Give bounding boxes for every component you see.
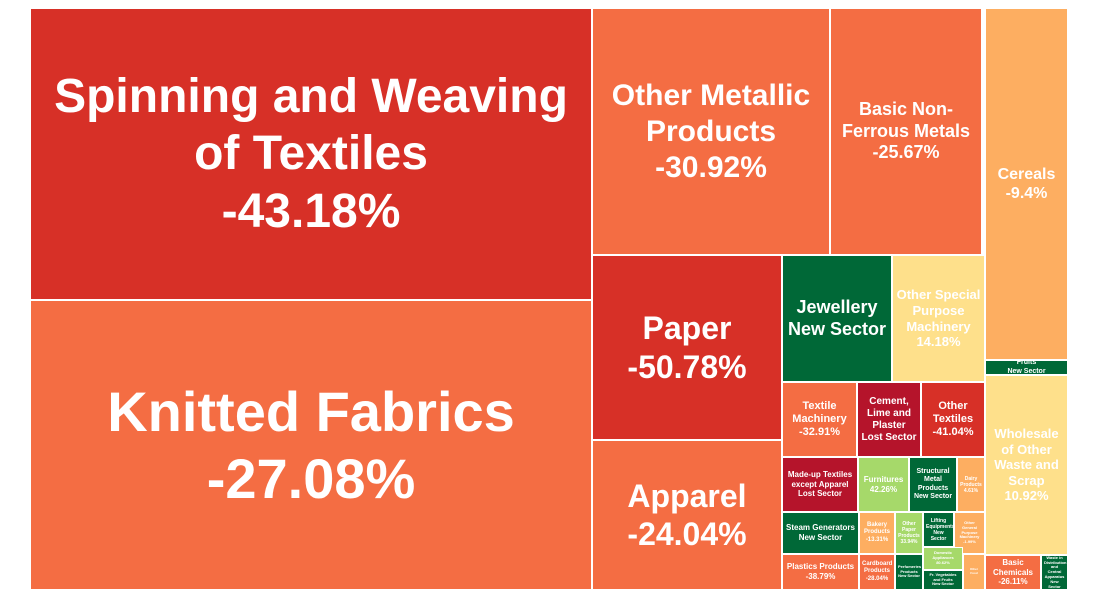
tile-label: Dairy Products [960, 475, 982, 488]
tile-value: 42.26% [869, 484, 898, 494]
tile-value: -28.04% [865, 575, 889, 582]
tile-label: Other General Purpose Machinery [959, 520, 980, 540]
treemap-tile-made-up-textiles-except-apparel[interactable]: Made-up Textiles except Apparel Lost Sect… [782, 457, 858, 512]
tile-label: Made-up Textiles except Apparel [787, 470, 853, 489]
tile-value: New Sector [1048, 578, 1061, 589]
tile-value: New Sector [1007, 367, 1046, 375]
tile-value: -50.78% [627, 348, 747, 385]
tile-label: Cardboard Products [862, 561, 893, 575]
tile-label: Plastics Products [786, 562, 855, 572]
tile-label: Other Paper Products [898, 521, 920, 539]
treemap-tile-steam-generators[interactable]: Steam Generators New Sector [782, 512, 859, 554]
tile-label: Knitted Fabrics [107, 379, 515, 443]
treemap-tile-basic-chemicals[interactable]: Basic Chemicals -26.11% [985, 555, 1041, 590]
treemap-tile-cement-lime-and-plaster[interactable]: Cement, Lime and Plaster Lost Sector [857, 382, 921, 457]
tile-label: Lifting Equipments [926, 517, 954, 530]
tile-value: New Sector [930, 529, 947, 542]
treemap-tile-other-paper-products[interactable]: Other Paper Products 33.94% [895, 512, 923, 554]
tile-value: -38.79% [805, 572, 836, 581]
treemap-tile-knitted-fabrics[interactable]: Knitted Fabrics -27.08% [30, 300, 592, 590]
tile-value: -24.04% [627, 516, 747, 552]
tile-value: New Sector [798, 533, 843, 542]
treemap-tile-bakery-products[interactable]: Bakery Products -13.31% [859, 512, 895, 554]
treemap-tile-textile-machinery[interactable]: Textile Machinery -32.91% [782, 382, 857, 457]
tile-label: Bakery Products [863, 522, 890, 536]
treemap-tile-fr-vegetables-and-fruits[interactable]: Fr. Vegetables and Fruits New Sector [923, 570, 963, 590]
treemap-tile-fruits[interactable]: Fruits New Sector [985, 360, 1068, 375]
tile-value: 4.61% [963, 487, 979, 494]
tile-value: -1.99% [963, 539, 976, 545]
tile-value: -30.92% [655, 150, 767, 184]
tile-value: -41.04% [932, 426, 974, 439]
tile-label: Apparel [627, 477, 747, 514]
tile-value: New Sector [787, 318, 887, 339]
tile-value: New Sector [913, 492, 953, 500]
tile-value: New Sector [898, 573, 920, 579]
tile-value: -9.4% [1005, 185, 1048, 202]
treemap-tile-lifting-equipments[interactable]: Lifting Equipments New Sector [923, 512, 954, 547]
tile-label: Structural Metal Products [916, 467, 950, 492]
tile-value: 10.92% [1004, 488, 1049, 504]
tile-value: -26.11% [998, 577, 1028, 587]
treemap-tile-jewellery[interactable]: Jewellery New Sector [782, 255, 892, 382]
tile-value: New Sector [932, 581, 954, 587]
tile-value: -27.08% [206, 447, 416, 510]
treemap-tile-cardboard-products[interactable]: Cardboard Products -28.04% [859, 554, 895, 590]
treemap-tile-other-food[interactable]: Other Food [963, 554, 985, 590]
tile-label: Textile Machinery [792, 399, 847, 425]
treemap-tile-dairy-products[interactable]: Dairy Products 4.61% [957, 457, 985, 512]
tile-label: Basic Non-Ferrous Metals [841, 99, 971, 141]
tile-label: Spinning and Weaving of Textiles [54, 69, 568, 181]
tile-label: Fr. Vegetables and Fruits [929, 571, 957, 582]
tile-label: Waste in Distribution and Central Appara… [1044, 555, 1067, 579]
tile-label: Other Metallic Products [611, 78, 811, 148]
tile-label: Cement, Lime and Plaster [867, 395, 911, 431]
tile-label: Domestic Appliances [932, 550, 954, 561]
tile-label: Steam Generators [786, 523, 855, 533]
tile-label: Furnitures [863, 474, 904, 484]
treemap-tile-structural-metal-products[interactable]: Structural Metal Products New Sector [909, 457, 957, 512]
tile-label: Cereals [997, 165, 1056, 183]
treemap-tile-furnitures[interactable]: Furnitures 42.26% [858, 457, 909, 512]
treemap-tile-plastics-products[interactable]: Plastics Products -38.79% [782, 554, 859, 590]
tile-value: 33.94% [900, 539, 918, 545]
tile-value: -13.31% [865, 536, 889, 543]
tile-label: Perfumeries Products [898, 563, 922, 574]
tile-value: -32.91% [799, 426, 840, 439]
tile-label: Other Textiles [932, 399, 974, 425]
treemap-tile-spinning-and-weaving-of-textiles[interactable]: Spinning and Weaving of Textiles -43.18% [30, 8, 592, 300]
tile-value: Lost Sector [861, 431, 917, 443]
treemap-tile-basic-non-ferrous-metals[interactable]: Basic Non-Ferrous Metals -25.67% [830, 8, 982, 255]
tile-label: Jewellery [796, 296, 878, 317]
treemap-tile-other-special-purpose-machinery[interactable]: Other Special Purpose Machinery 14.18% [892, 255, 985, 382]
tile-value: Lost Sector [797, 489, 842, 499]
tile-label: Basic Chemicals [992, 558, 1034, 577]
treemap-tile-apparel[interactable]: Apparel -24.04% [592, 440, 782, 590]
tile-label: Other Food [969, 567, 978, 575]
tile-label: Fruits [1016, 360, 1037, 367]
tile-label: Other Special Purpose Machinery [896, 287, 981, 334]
treemap-tile-other-metallic-products[interactable]: Other Metallic Products -30.92% [592, 8, 830, 255]
treemap-tile-waste-in-distribution-and-central-apparatus[interactable]: Waste in Distribution and Central Appara… [1041, 555, 1068, 590]
treemap-tile-cereals[interactable]: Cereals -9.4% [985, 8, 1068, 360]
tile-value: 14.18% [916, 334, 961, 350]
treemap-tile-other-textiles[interactable]: Other Textiles -41.04% [921, 382, 985, 457]
tile-label: Wholesale of Other Waste and Scrap [994, 426, 1059, 488]
treemap-tile-paper[interactable]: Paper -50.78% [592, 255, 782, 440]
tile-value: -25.67% [872, 142, 940, 163]
treemap-tile-domestic-appliances[interactable]: Domestic Appliances 80.62% [923, 547, 963, 570]
tile-value: -43.18% [221, 184, 401, 238]
treemap-tile-wholesale-of-other-waste-and-scrap[interactable]: Wholesale of Other Waste and Scrap 10.92% [985, 375, 1068, 555]
tile-label: Paper [642, 310, 732, 347]
treemap-tile-perfumeries-products[interactable]: Perfumeries Products New Sector [895, 554, 923, 590]
tile-value: 80.62% [936, 559, 950, 565]
